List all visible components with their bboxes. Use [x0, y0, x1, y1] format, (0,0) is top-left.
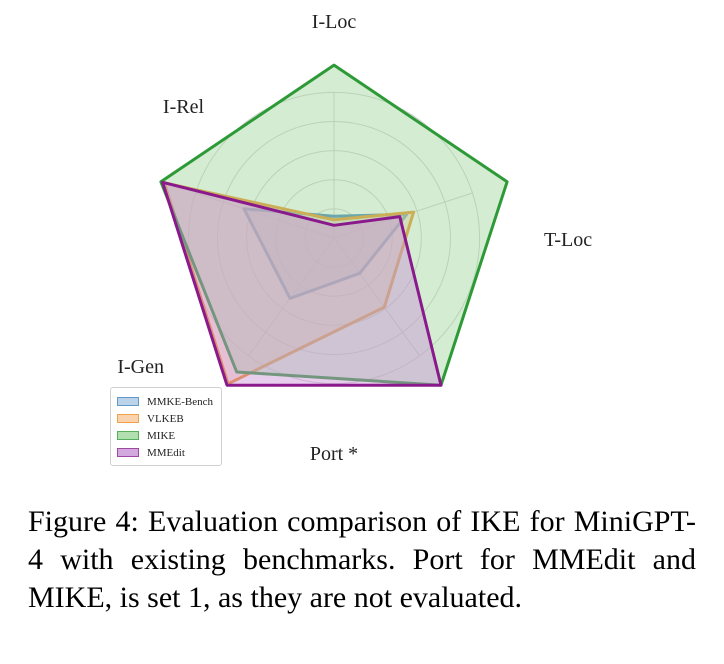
figure-caption: Figure 4: Evaluation comparison of IKE f…: [28, 505, 696, 614]
legend-swatch: [117, 414, 139, 423]
legend-swatch: [117, 431, 139, 440]
axis-label-i-loc: I-Loc: [312, 11, 357, 33]
legend-item: MMKE-Bench: [117, 393, 213, 410]
axis-label-port: Port *: [310, 443, 358, 465]
legend-item: VLKEB: [117, 410, 213, 427]
legend-item: MIKE: [117, 427, 213, 444]
radar-series: [159, 63, 509, 387]
legend-label: MMEdit: [147, 446, 185, 459]
legend-swatch: [117, 397, 139, 406]
legend-swatch: [117, 448, 139, 457]
legend: MMKE-Bench VLKEB MIKE MMEdit: [110, 387, 222, 466]
series-mmedit: [161, 180, 443, 387]
legend-label: VLKEB: [147, 412, 184, 425]
legend-label: MMKE-Bench: [147, 395, 213, 408]
grid-spoke: [333, 237, 420, 357]
grid-spoke: [195, 192, 335, 239]
axis-label-i-gen: I-Gen: [117, 356, 164, 378]
legend-label: MIKE: [147, 429, 176, 442]
grid-ring: [187, 91, 481, 385]
legend-item: MMEdit: [117, 444, 213, 461]
axis-labels: I-Loc T-Loc Port * I-Gen I-Rel: [117, 11, 592, 465]
axis-label-t-loc: T-Loc: [544, 229, 592, 251]
axis-label-i-rel: I-Rel: [163, 96, 205, 118]
radar-chart: I-Loc T-Loc Port * I-Gen I-Rel: [117, 11, 592, 465]
